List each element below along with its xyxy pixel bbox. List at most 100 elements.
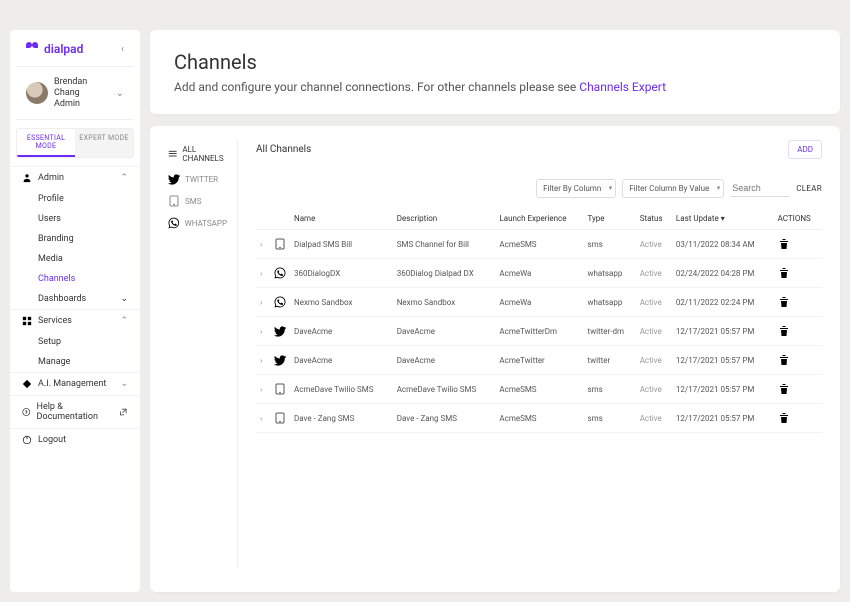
table-row: ›DaveAcmeDaveAcmeAcmeTwitterDmtwitter-dm… (256, 317, 822, 346)
user-name: Brendan Chang (54, 77, 110, 99)
cell-status: Active (636, 230, 672, 259)
filter-by-value-select[interactable]: Filter Column By Value (622, 179, 724, 198)
nav-section-ai[interactable]: A.I. Management ⌄ (10, 372, 140, 395)
table-row: ›Dave - Zang SMSDave - Zang SMSAcmeSMSsm… (256, 404, 822, 433)
col-description[interactable]: Description (393, 208, 496, 230)
clear-button[interactable]: CLEAR (796, 184, 822, 193)
table-row: › 360DialogDX360Dialog Dialpad DXAcmeWawh… (256, 259, 822, 288)
cell-launch: AcmeWa (495, 259, 583, 288)
cell-launch: AcmeSMS (495, 404, 583, 433)
tab-expert-mode[interactable]: EXPERT MODE (75, 129, 133, 157)
nav-section-services[interactable]: Services ⌃ (10, 309, 140, 332)
expand-row-icon[interactable]: › (256, 346, 270, 375)
expand-row-icon[interactable]: › (256, 404, 270, 433)
search-input[interactable] (730, 180, 790, 197)
col-launch[interactable]: Launch Experience (495, 208, 583, 230)
logo-mark-icon (26, 42, 40, 56)
nav-item-users[interactable]: Users (10, 209, 140, 229)
channels-expert-link[interactable]: Channels Expert (579, 80, 666, 94)
nav-admin-label: Admin (38, 173, 64, 183)
delete-button[interactable] (778, 296, 790, 308)
sms-icon (274, 238, 286, 250)
sms-icon (274, 412, 286, 424)
brand-logo[interactable]: dialpad (26, 42, 83, 56)
cell-name: Dave - Zang SMS (290, 404, 393, 433)
delete-button[interactable] (778, 412, 790, 424)
nav-section-admin[interactable]: Admin ⌃ (10, 166, 140, 189)
cell-type: twitter-dm (583, 317, 635, 346)
nav-item-dashboards[interactable]: Dashboards ⌄ (10, 289, 140, 309)
nav-item-media[interactable]: Media (10, 249, 140, 269)
twitter-icon (274, 354, 286, 366)
filter-whatsapp[interactable]: WHATSAPP (168, 212, 227, 234)
cell-updated: 02/24/2022 04:28 PM (672, 259, 774, 288)
sms-icon (274, 383, 286, 395)
cell-type: sms (583, 404, 635, 433)
col-type[interactable]: Type (583, 208, 635, 230)
brand-name: dialpad (44, 42, 83, 56)
cell-description: AcmeDave Twilio SMS (393, 375, 496, 404)
expand-row-icon[interactable]: › (256, 230, 270, 259)
filter-twitter[interactable]: TWITTER (168, 168, 227, 190)
cell-status: Active (636, 404, 672, 433)
delete-button[interactable] (778, 238, 790, 250)
nav-item-branding[interactable]: Branding (10, 229, 140, 249)
cell-type: twitter (583, 346, 635, 375)
expand-row-icon[interactable]: › (256, 259, 270, 288)
cell-name: Dialpad SMS Bill (290, 230, 393, 259)
cell-name: 360DialogDX (290, 259, 393, 288)
cell-updated: 12/17/2021 05:57 PM (672, 404, 774, 433)
help-icon (22, 407, 31, 417)
cell-updated: 02/11/2022 02:24 PM (672, 288, 774, 317)
nav-item-profile[interactable]: Profile (10, 189, 140, 209)
col-status[interactable]: Status (636, 208, 672, 230)
user-icon (22, 173, 32, 183)
nav-item-manage[interactable]: Manage (10, 352, 140, 372)
col-name[interactable]: Name (290, 208, 393, 230)
filter-whatsapp-label: WHATSAPP (185, 219, 227, 228)
col-actions: ACTIONS (774, 208, 822, 230)
external-link-icon (119, 407, 128, 417)
add-channel-button[interactable]: ADD (788, 140, 822, 159)
sms-icon (168, 195, 180, 207)
expand-row-icon[interactable]: › (256, 317, 270, 346)
nav-section-logout[interactable]: Logout (10, 428, 140, 451)
filter-sms[interactable]: SMS (168, 190, 227, 212)
filter-all-channels[interactable]: ALL CHANNELS (168, 140, 227, 168)
sidebar: dialpad ‹ Brendan Chang Admin ⌄ ESSENTIA… (10, 30, 140, 592)
nav-logout-label: Logout (38, 435, 66, 445)
cell-description: 360Dialog Dialpad DX (393, 259, 496, 288)
nav-item-setup[interactable]: Setup (10, 332, 140, 352)
chevron-up-icon: ⌃ (120, 173, 128, 183)
cell-launch: AcmeWa (495, 288, 583, 317)
cell-status: Active (636, 317, 672, 346)
filter-by-column-select[interactable]: Filter By Column (536, 179, 616, 198)
sidebar-collapse-icon[interactable]: ‹ (121, 44, 124, 55)
delete-button[interactable] (778, 354, 790, 366)
cell-name: AcmeDave Twilio SMS (290, 375, 393, 404)
chevron-down-icon: ⌄ (120, 294, 128, 304)
expand-row-icon[interactable]: › (256, 375, 270, 404)
col-updated[interactable]: Last Update ▾ (672, 208, 774, 230)
grid-icon (22, 316, 32, 326)
tab-essential-mode[interactable]: ESSENTIAL MODE (17, 129, 75, 157)
chevron-down-icon: ⌄ (120, 379, 128, 389)
table-row: ›Nexmo SandboxNexmo SandboxAcmeWawhatsap… (256, 288, 822, 317)
cell-launch: AcmeSMS (495, 230, 583, 259)
cell-updated: 12/17/2021 05:57 PM (672, 375, 774, 404)
user-menu[interactable]: Brendan Chang Admin ⌄ (16, 77, 134, 120)
delete-button[interactable] (778, 325, 790, 337)
channels-table: Name Description Launch Experience Type … (256, 208, 822, 433)
cell-type: whatsapp (583, 259, 635, 288)
whatsapp-icon (274, 267, 286, 279)
avatar (26, 82, 48, 104)
nav-item-channels[interactable]: Channels (10, 269, 140, 289)
delete-button[interactable] (778, 267, 790, 279)
nav-services-label: Services (38, 316, 72, 326)
page-header: Channels Add and configure your channel … (150, 30, 840, 114)
delete-button[interactable] (778, 383, 790, 395)
nav-section-help[interactable]: Help & Documentation (10, 395, 140, 428)
twitter-icon (168, 173, 180, 185)
expand-row-icon[interactable]: › (256, 288, 270, 317)
chevron-up-icon: ⌃ (120, 316, 128, 326)
